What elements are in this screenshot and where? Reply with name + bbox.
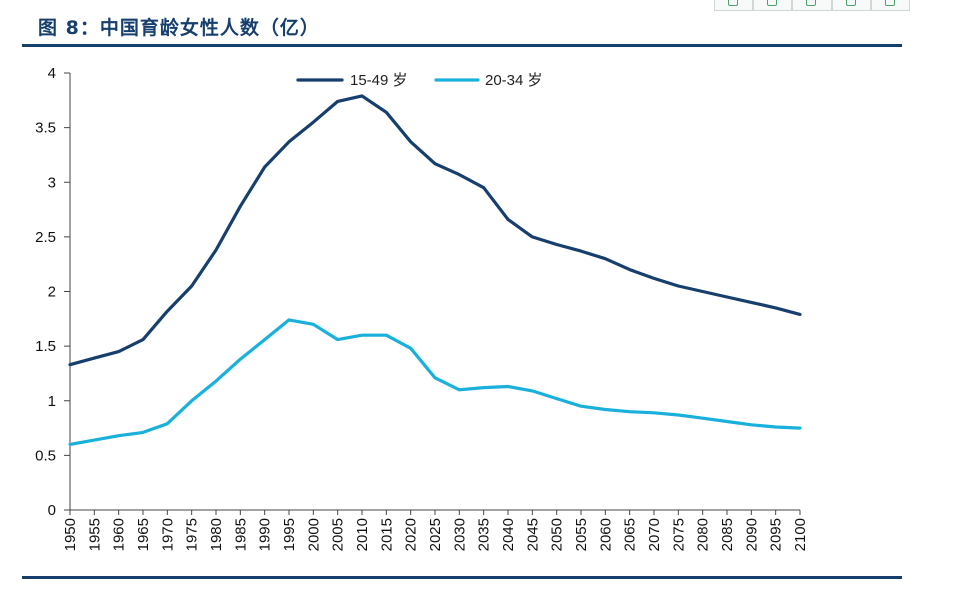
bottom-divider <box>22 576 902 579</box>
y-tick-label: 0.5 <box>35 447 56 464</box>
x-tick-label: 1990 <box>257 518 274 551</box>
more-button[interactable] <box>870 0 911 11</box>
more-icon <box>884 0 895 6</box>
x-tick-label: 2050 <box>549 518 566 551</box>
x-tick-label: 1955 <box>86 518 103 551</box>
x-tick-label: 2100 <box>792 518 809 551</box>
translate-icon <box>767 0 778 6</box>
copy-button[interactable] <box>714 0 754 11</box>
legend-label-2: 20-34 岁 <box>485 72 543 89</box>
y-tick-label: 1 <box>48 393 56 410</box>
x-tick-label: 2055 <box>573 518 590 551</box>
x-tick-label: 2025 <box>427 518 444 551</box>
x-tick-label: 2075 <box>670 518 687 551</box>
x-tick-label: 1995 <box>281 518 298 551</box>
y-tick-label: 0 <box>48 502 56 519</box>
x-tick-label: 1965 <box>135 518 152 551</box>
x-tick-label: 2000 <box>305 518 322 551</box>
y-tick-label: 3 <box>48 174 56 191</box>
y-tick-label: 2 <box>48 284 56 301</box>
y-tick-label: 4 <box>48 65 56 82</box>
y-tick-label: 1.5 <box>35 338 56 355</box>
x-tick-label: 2080 <box>695 518 712 551</box>
x-tick-label: 2095 <box>768 518 785 551</box>
x-tick-label: 2005 <box>330 518 347 551</box>
share-icon <box>845 0 856 6</box>
translate-button[interactable] <box>753 0 793 11</box>
x-tick-label: 2020 <box>403 518 420 551</box>
x-tick-label: 2040 <box>500 518 517 551</box>
x-tick-label: 1975 <box>184 518 201 551</box>
x-tick-label: 1950 <box>62 518 79 551</box>
x-tick-label: 1970 <box>159 518 176 551</box>
y-tick-label: 2.5 <box>35 229 56 246</box>
share-button[interactable] <box>831 0 871 11</box>
x-tick-label: 2010 <box>354 518 371 551</box>
x-tick-label: 2085 <box>719 518 736 551</box>
x-tick-label: 1960 <box>111 518 128 551</box>
series-line-2 <box>68 318 802 446</box>
legend-label-1: 15-49 岁 <box>350 72 408 89</box>
x-tick-label: 2070 <box>646 518 663 551</box>
x-tick-label: 2065 <box>622 518 639 551</box>
y-tick-label: 3.5 <box>35 120 56 137</box>
save-icon <box>806 0 817 6</box>
x-tick-label: 2035 <box>476 518 493 551</box>
title-divider <box>22 44 902 47</box>
x-tick-label: 2045 <box>524 518 541 551</box>
x-tick-label: 2060 <box>597 518 614 551</box>
image-toolbar <box>714 0 911 12</box>
x-tick-label: 2015 <box>378 518 395 551</box>
series-line-1 <box>68 94 802 367</box>
save-button[interactable] <box>792 0 832 11</box>
x-tick-label: 2090 <box>743 518 760 551</box>
x-tick-label: 1985 <box>232 518 249 551</box>
chart-title: 图 8：中国育龄女性人数（亿） <box>38 17 320 39</box>
x-tick-label: 1980 <box>208 518 225 551</box>
x-tick-label: 2030 <box>451 518 468 551</box>
copy-icon <box>728 0 738 6</box>
